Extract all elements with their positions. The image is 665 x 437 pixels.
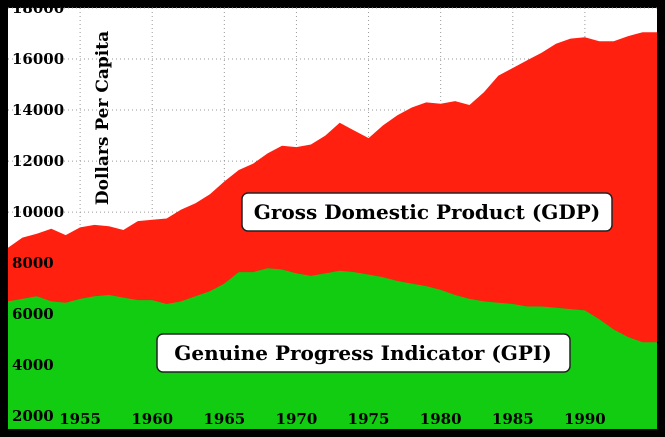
x-tick-label: 1960 <box>131 410 173 428</box>
y-tick-label: 12000 <box>12 152 64 170</box>
y-tick-label: 18000 <box>12 0 64 17</box>
y-tick-label: 14000 <box>12 101 64 119</box>
gdp-annotation-box: Gross Domestic Product (GDP) <box>241 192 613 232</box>
y-tick-label: 6000 <box>12 305 54 323</box>
y-tick-label: 4000 <box>12 356 54 374</box>
gpi-annotation-box: Genuine Progress Indicator (GPI) <box>156 333 571 373</box>
x-tick-label: 1965 <box>203 410 245 428</box>
x-tick-label: 1955 <box>59 410 101 428</box>
x-tick-label: 1980 <box>420 410 462 428</box>
x-tick-label: 1970 <box>276 410 318 428</box>
y-tick-labels: 2000 4000 6000 8000 10000 12000 14000 16000 1800… <box>12 0 64 425</box>
y-tick-label: 16000 <box>12 50 64 68</box>
gpi-annotation-background <box>156 333 571 373</box>
gdp-annotation-background <box>241 192 613 232</box>
y-tick-label: 2000 <box>12 407 54 425</box>
x-tick-label: 1975 <box>348 410 390 428</box>
y-axis-label: Dollars Per Capita <box>93 31 113 205</box>
gpi-annotation-label: Genuine Progress Indicator (GPI) <box>174 341 551 365</box>
x-tick-labels: 1955 1960 1965 1970 1975 1980 1985 1990 <box>59 410 606 428</box>
y-tick-label: 8000 <box>12 254 54 272</box>
x-tick-label: 1985 <box>492 410 534 428</box>
y-tick-label: 10000 <box>12 203 64 221</box>
gdp-annotation-label: Gross Domestic Product (GDP) <box>254 200 600 224</box>
x-tick-label: 1990 <box>564 410 606 428</box>
